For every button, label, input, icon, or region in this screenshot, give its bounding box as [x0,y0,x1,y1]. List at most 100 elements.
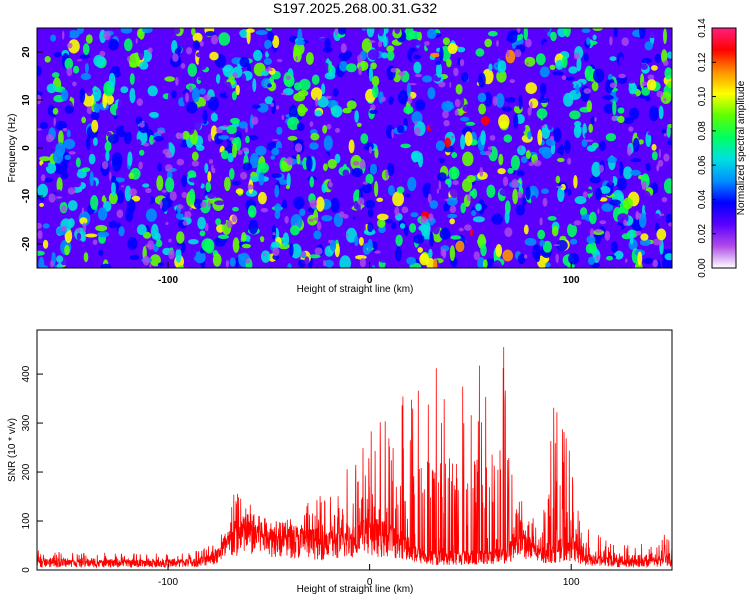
heatmap-cell [647,74,655,80]
heatmap-cell [622,116,634,124]
heatmap-cell [478,103,486,115]
chart-title: S197.2025.268.00.31.G32 [273,0,437,16]
heatmap-cell [628,83,638,95]
heatmap-cell [592,34,597,41]
heatmap-cell [220,150,229,160]
heatmap-cell [89,171,94,187]
heatmap-cell [218,135,230,140]
heatmap-cell [609,36,613,46]
heatmap-cell [568,66,578,74]
heatmap-cell [563,28,571,38]
heatmap-cell [602,94,614,101]
heatmap-cell [420,220,431,237]
heatmap-cell [469,92,478,98]
heatmap-cell [524,56,536,67]
snr-xtick-label: 0 [367,577,373,588]
heatmap-cell [207,171,212,183]
heatmap-cell [324,259,334,268]
heatmap-cell [663,178,672,194]
heatmap-cell [552,71,564,76]
heatmap-cell [227,152,234,163]
heatmap-cell [567,202,578,208]
heatmap-cell [85,233,98,238]
heatmap-cell [37,65,42,76]
heatmap-cell [261,70,269,77]
heatmap-cell [454,98,461,108]
heatmap-cell [378,40,383,48]
heatmap-cell [565,76,575,81]
heatmap-cell [412,234,425,244]
heatmap-cell [123,124,132,133]
heatmap-cell [625,258,628,263]
heatmap-cell [246,28,251,45]
heatmap-cell [503,134,513,143]
heatmap-cell [574,196,587,205]
heatmap-cell [83,252,89,263]
heatmap-cell [617,115,625,123]
heatmap-cell [159,221,171,227]
heatmap-cell [286,172,291,189]
heatmap-cell [125,207,134,223]
heatmap-cell [157,162,162,172]
heatmap-cell [208,199,211,208]
heatmap-cell [619,56,624,67]
heatmap-cell [192,87,200,103]
heatmap-cell [159,50,169,59]
heatmap-cell [517,145,526,156]
heatmap-cell [169,191,177,201]
heatmap-cell [498,153,504,166]
heatmap-cell [594,101,605,116]
heatmap-cell [488,30,498,37]
heatmap-cell [245,135,250,144]
heatmap-cell [438,180,441,191]
heatmap-ylabel: Frequency (Hz) [7,114,18,183]
heatmap-cell [231,214,237,223]
heatmap-cell [80,234,86,242]
heatmap-cell [374,148,379,159]
heatmap-cell [298,259,306,268]
heatmap-cell [446,196,458,206]
heatmap-cell [222,125,229,128]
heatmap-cell [116,209,124,218]
heatmap-cell [299,78,311,91]
heatmap-cell [207,192,216,199]
heatmap-cell [540,28,550,34]
heatmap-cell [524,254,528,259]
heatmap-cell [313,230,322,240]
heatmap-cell [484,38,493,48]
heatmap-cell [342,93,348,107]
heatmap-cell [252,78,257,92]
heatmap-cell [652,259,659,268]
heatmap-cell [584,132,592,139]
heatmap-cell [443,120,450,127]
heatmap-cell [388,185,395,196]
heatmap-cell [47,237,54,244]
heatmap-cell [659,213,665,216]
heatmap-cell [545,262,551,268]
heatmap-cell [535,253,541,263]
heatmap-cell [334,28,339,36]
heatmap-cell [165,164,173,172]
heatmap-cell [324,72,336,80]
heatmap-cell [138,161,143,170]
heatmap-cell [50,34,57,42]
heatmap-cell [610,224,622,231]
heatmap-cell [120,28,133,34]
heatmap-cell [62,30,65,40]
heatmap-cell [210,34,219,45]
heatmap-cell [528,211,537,221]
heatmap-cell [580,207,588,217]
heatmap-cell [632,137,640,153]
heatmap-cell [664,253,672,261]
snr-xtick-label: -100 [158,577,178,588]
heatmap-cell [301,251,306,257]
heatmap-cell [142,255,150,266]
heatmap-cell [553,244,560,247]
heatmap-cell [264,96,274,105]
heatmap-cell [442,110,449,119]
heatmap-cell [352,160,360,166]
heatmap-cell [386,162,395,177]
heatmap-cell [193,251,206,264]
heatmap-cell [238,121,248,129]
